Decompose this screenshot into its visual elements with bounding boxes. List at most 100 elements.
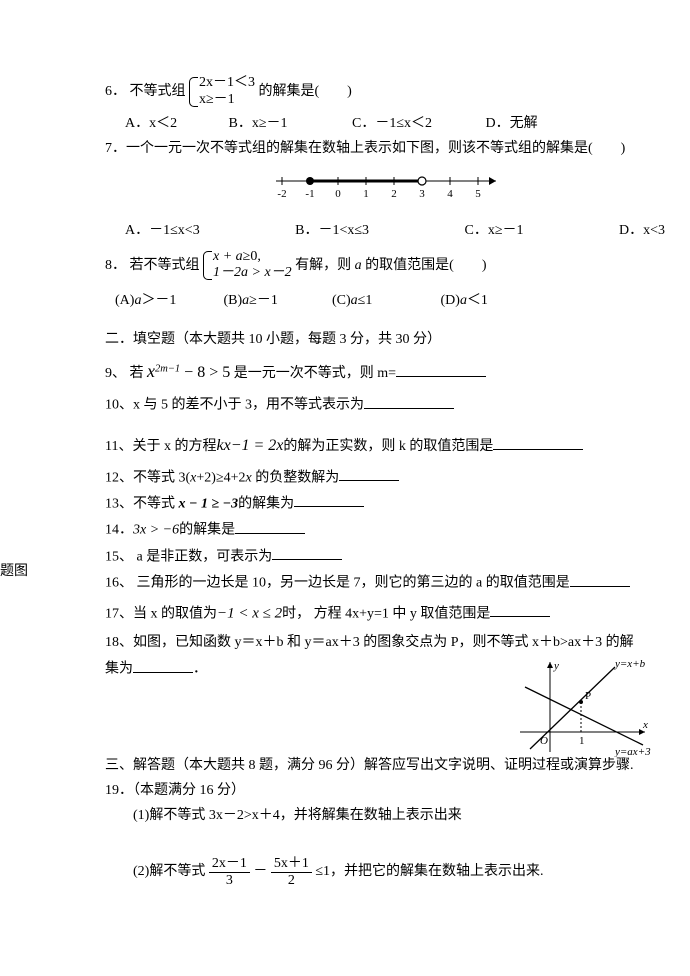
q8-b-post: ≥－1 — [249, 293, 278, 308]
q13-pre: 13、不等式 — [105, 496, 179, 511]
q19-frac1-den: 3 — [209, 873, 250, 888]
q8-sys1-expr: x + a — [213, 249, 243, 264]
svg-text:-1: -1 — [305, 188, 314, 200]
svg-text:4: 4 — [447, 188, 453, 200]
q9-mid: − 8 > 5 — [180, 364, 230, 381]
q15-blank[interactable] — [272, 545, 342, 560]
q8-var: a — [355, 258, 362, 273]
q12-blank[interactable] — [339, 466, 399, 481]
q6-sys-line2: x≥－1 — [199, 92, 255, 109]
number-line-svg: -2-1012345 — [270, 163, 510, 209]
q12-mid: +2)≥4+2 — [196, 470, 245, 485]
q8-sys-line2: 1－2a > x－2 — [213, 265, 292, 282]
q8-a-pre: (A) — [115, 293, 134, 308]
q9-pre: 9、 若 — [105, 366, 147, 381]
section-2-heading: 二．填空题（本大题共 10 小题，每题 3 分，共 30 分） — [105, 329, 675, 350]
q12: 12、不等式 3(x+2)≥4+2x 的负整数解为 — [105, 466, 675, 488]
q13-post: 的解集为 — [238, 496, 294, 511]
q14: 14．3x > −6的解集是 — [105, 518, 675, 540]
q19-frac2-num: 5x＋1 — [271, 856, 312, 872]
q6-num: 6． — [105, 84, 126, 99]
q18-graph-svg: y=x+by=ax+3PO1xy — [515, 657, 655, 757]
q8-b-pre: (B) — [224, 293, 243, 308]
q8-d-var: a — [460, 293, 467, 308]
q8: 8． 若不等式组 x + a≥0, 1－2a > x－2 有解，则 a 的取值范… — [105, 249, 675, 283]
q18-row2: 集为． y=x+by=ax+3PO1xy — [105, 657, 675, 747]
q15-text: 15、 a 是非正数，可表示为 — [105, 549, 272, 564]
q19-frac2: 5x＋1 2 — [271, 856, 312, 888]
q8-c-var: a — [351, 293, 358, 308]
q18-graph: y=x+by=ax+3PO1xy — [515, 657, 655, 762]
q8-opt-d: (D)a＜1 — [441, 290, 546, 311]
svg-text:P: P — [585, 690, 591, 702]
q18-l2-post: ． — [193, 662, 207, 677]
q6-pre: 不等式组 — [130, 84, 186, 99]
q17-expr: −1 < x ≤ 2 — [217, 605, 282, 621]
content: 6． 不等式组 2x－1＜3 x≥－1 的解集是( ) A．x＜2 B．x≥－1… — [105, 75, 675, 892]
svg-text:1: 1 — [363, 188, 369, 200]
q8-system: x + a≥0, 1－2a > x－2 — [203, 249, 292, 283]
q19-frac2-den: 2 — [271, 873, 312, 888]
q6-post: 的解集是( ) — [259, 84, 352, 99]
q9-var: x — [147, 361, 155, 381]
q17-blank[interactable] — [490, 602, 550, 617]
q6-opt-d: D．无解 — [486, 113, 538, 134]
q11-expr: kx−1 = 2x — [216, 437, 283, 454]
q6-system: 2x－1＜3 x≥－1 — [189, 75, 255, 109]
q7-opt-a: A．－1≤x<3 — [125, 220, 200, 241]
svg-text:y=x+b: y=x+b — [614, 658, 646, 670]
q14-expr: 3x > −6 — [133, 523, 179, 538]
side-label: 题图 — [0, 560, 28, 580]
svg-text:0: 0 — [335, 188, 341, 200]
q7-number-line: -2-1012345 — [105, 163, 675, 214]
q13: 13、不等式 x − 1 ≥ −3的解集为 — [105, 492, 675, 514]
q13-expr: x − 1 ≥ −3 — [179, 496, 239, 511]
svg-text:y: y — [553, 660, 559, 672]
q17-pre: 17、当 x 的取值为 — [105, 606, 217, 621]
q6-options: A．x＜2 B．x≥－1 C．－1≤x＜2 D．无解 — [105, 113, 675, 134]
q8-opt-c: (C)a≤1 — [332, 290, 437, 311]
q17: 17、当 x 的取值为−1 < x ≤ 2时， 方程 4x+y=1 中 y 取值… — [105, 602, 675, 625]
q8-opt-b: (B)a≥－1 — [224, 290, 329, 311]
q16-blank[interactable] — [570, 571, 630, 586]
q14-post: 的解集是 — [179, 523, 235, 538]
q8-a-post: ＞－1 — [141, 293, 176, 308]
q19-p1: (1)解不等式 3x－2>x＋4，并将解集在数轴上表示出来 — [105, 805, 675, 826]
q18-l1: 18、如图，已知函数 y＝x＋b 和 y＝ax＋3 的图象交点为 P，则不等式 … — [105, 632, 675, 653]
q10: 10、x 与 5 的差不小于 3，用不等式表示为 — [105, 393, 675, 415]
svg-text:O: O — [540, 735, 548, 747]
q6-sys-line1: 2x－1＜3 — [199, 75, 255, 92]
q8-d-post: ＜1 — [467, 293, 488, 308]
q10-blank[interactable] — [364, 393, 454, 408]
q13-blank[interactable] — [294, 492, 364, 507]
q19-frac1-num: 2x－1 — [209, 856, 250, 872]
q6-opt-a: A．x＜2 — [125, 113, 225, 134]
page: 题图 6． 不等式组 2x－1＜3 x≥－1 的解集是( ) A．x＜2 B．x… — [0, 0, 690, 976]
q6: 6． 不等式组 2x－1＜3 x≥－1 的解集是( ) — [105, 75, 675, 109]
q8-post: 的取值范围是( ) — [362, 258, 487, 273]
q7-opt-d: D．x<3 — [619, 220, 665, 241]
q11-blank[interactable] — [493, 434, 583, 449]
q8-mid: 有解，则 — [295, 258, 355, 273]
q8-c-pre: (C) — [332, 293, 351, 308]
q15: 15、 a 是非正数，可表示为 — [105, 545, 675, 567]
q19-frac1: 2x－1 3 — [209, 856, 250, 888]
q9-post: 是一元一次不等式，则 m= — [234, 366, 396, 381]
svg-text:3: 3 — [419, 188, 425, 200]
svg-text:x: x — [642, 719, 648, 731]
q6-opt-c: C．－1≤x＜2 — [352, 113, 482, 134]
svg-text:1: 1 — [579, 735, 585, 747]
q8-pre: 若不等式组 — [130, 258, 200, 273]
q9-blank[interactable] — [396, 362, 486, 377]
q8-options: (A)a＞－1 (B)a≥－1 (C)a≤1 (D)a＜1 — [105, 290, 675, 311]
q19-p2-post: ≤1，并把它的解集在数轴上表示出来. — [315, 865, 543, 880]
q14-blank[interactable] — [235, 518, 305, 533]
q8-num: 8． — [105, 258, 126, 273]
q8-c-post: ≤1 — [358, 293, 373, 308]
q18-blank[interactable] — [133, 657, 193, 672]
q12-pre: 12、不等式 3( — [105, 470, 190, 485]
q14-pre: 14． — [105, 523, 133, 538]
q12-post: 的负整数解为 — [252, 470, 340, 485]
q19-p2: (2)解不等式 2x－1 3 － 5x＋1 2 ≤1，并把它的解集在数轴上表示出… — [105, 856, 675, 888]
q19-minus: － — [253, 865, 267, 880]
